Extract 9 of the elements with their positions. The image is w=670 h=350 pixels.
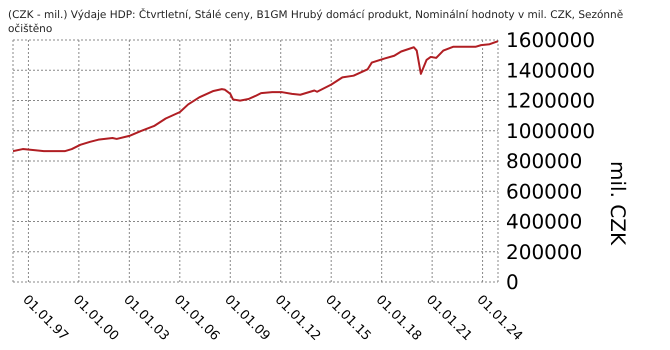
y-tick-label: 800000 bbox=[506, 149, 582, 174]
y-tick-label: 0 bbox=[506, 270, 519, 294]
y-tick-label: 400000 bbox=[506, 210, 582, 234]
y-tick-label: 200000 bbox=[506, 240, 582, 264]
y-tick-label: 1000000 bbox=[506, 118, 596, 143]
y-tick-label: 1400000 bbox=[506, 58, 596, 82]
y-tick-label: 600000 bbox=[506, 179, 582, 204]
y-axis-title: mil. CZK bbox=[606, 161, 630, 246]
y-tick-label: 1200000 bbox=[506, 88, 596, 113]
